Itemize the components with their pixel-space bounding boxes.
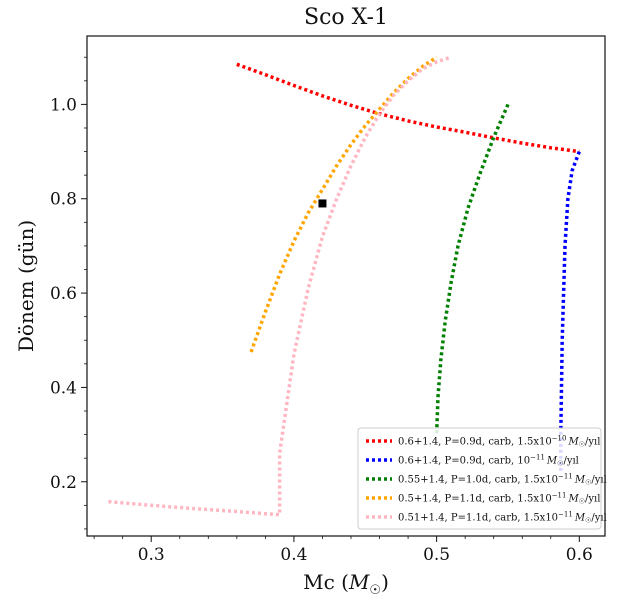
legend-label-unit-sub: ☉ [579, 441, 585, 449]
marker-layer [318, 199, 327, 208]
x-axis-label-close: ) [381, 570, 389, 594]
series-line-5 [108, 55, 452, 517]
legend-label-text: 0.6+1.4, P=0.9d, carb, 1.5x10 [398, 437, 552, 448]
series-line-2 [559, 150, 581, 473]
legend-label-unit-sub: ☉ [579, 498, 585, 506]
legend-label-exp: −11 [530, 454, 545, 462]
legend-label-3: 0.55+1.4, P=1.0d, carb, 1.5x10−11 M☉/yıl [398, 473, 607, 487]
x-axis-label-unit: M [348, 570, 370, 594]
legend-label-suffix: /yıl [563, 456, 578, 467]
legend-label-1: 0.6+1.4, P=0.9d, carb, 1.5x10−10 M☉/yıl [398, 435, 600, 449]
legend-label-unit: M [574, 513, 586, 524]
series-layer [108, 55, 581, 517]
legend-label-suffix: /yıl [585, 437, 600, 448]
legend-label-exp: −11 [558, 473, 573, 481]
y-tick-label: 0.6 [50, 284, 77, 304]
legend-label-unit-sub: ☉ [585, 479, 591, 487]
legend-label-2: 0.6+1.4, P=0.9d, carb, 10−11 M☉/yıl [398, 454, 579, 468]
chart-title: Sco X-1 [304, 5, 388, 30]
y-axis-label: Dönem (gün) [14, 220, 38, 352]
y-tick-label: 0.4 [50, 378, 77, 398]
x-axis-label-unit-sub: ☉ [369, 583, 381, 598]
legend-label-text: 0.5+1.4, P=1.1d, carb, 1.5x10 [398, 494, 552, 505]
series-line-3 [434, 103, 510, 435]
legend-label-text: 0.6+1.4, P=0.9d, carb, 10 [398, 456, 530, 467]
legend-label-unit: M [546, 456, 558, 467]
legend-label-unit: M [574, 475, 586, 486]
x-tick-label: 0.6 [566, 545, 593, 565]
x-axis: 0.3 0.4 0.5 0.6 [93, 536, 593, 565]
legend-label-unit: M [567, 494, 579, 505]
legend-label-text: 0.51+1.4, P=1.1d, carb, 1.5x10 [398, 513, 558, 524]
y-tick-label: 0.2 [50, 473, 77, 493]
legend-label-unit-sub: ☉ [585, 517, 591, 525]
x-axis-label-text: Mc ( [303, 570, 349, 594]
y-tick-label: 1.0 [50, 95, 77, 115]
legend-label-unit-sub: ☉ [557, 460, 563, 468]
data-marker [318, 199, 327, 208]
x-tick-label: 0.4 [280, 545, 307, 565]
legend-label-exp: −10 [552, 435, 567, 443]
legend-label-text: 0.55+1.4, P=1.0d, carb, 1.5x10 [398, 475, 558, 486]
legend: 0.6+1.4, P=0.9d, carb, 1.5x10−10 M☉/yıl0.… [357, 427, 607, 530]
legend-label-suffix: /yıl [591, 513, 606, 524]
legend-label-suffix: /yıl [591, 475, 606, 486]
legend-label-exp: −11 [558, 511, 573, 519]
series-line-4 [249, 55, 438, 353]
legend-label-5: 0.51+1.4, P=1.1d, carb, 1.5x10−11 M☉/yıl [398, 511, 607, 525]
legend-label-unit: M [567, 437, 579, 448]
legend-label-exp: −11 [552, 492, 567, 500]
legend-label-suffix: /yıl [585, 494, 600, 505]
x-axis-label: Mc (M☉) [303, 570, 389, 598]
x-tick-label: 0.3 [138, 545, 165, 565]
legend-box [357, 427, 602, 530]
plot-frame [86, 35, 606, 537]
x-tick-label: 0.5 [423, 545, 450, 565]
series-line-1 [236, 62, 580, 154]
y-axis: 0.2 0.4 0.6 0.8 1.0 [50, 56, 87, 530]
legend-label-4: 0.5+1.4, P=1.1d, carb, 1.5x10−11 M☉/yıl [398, 492, 600, 506]
y-tick-label: 0.8 [50, 190, 77, 210]
